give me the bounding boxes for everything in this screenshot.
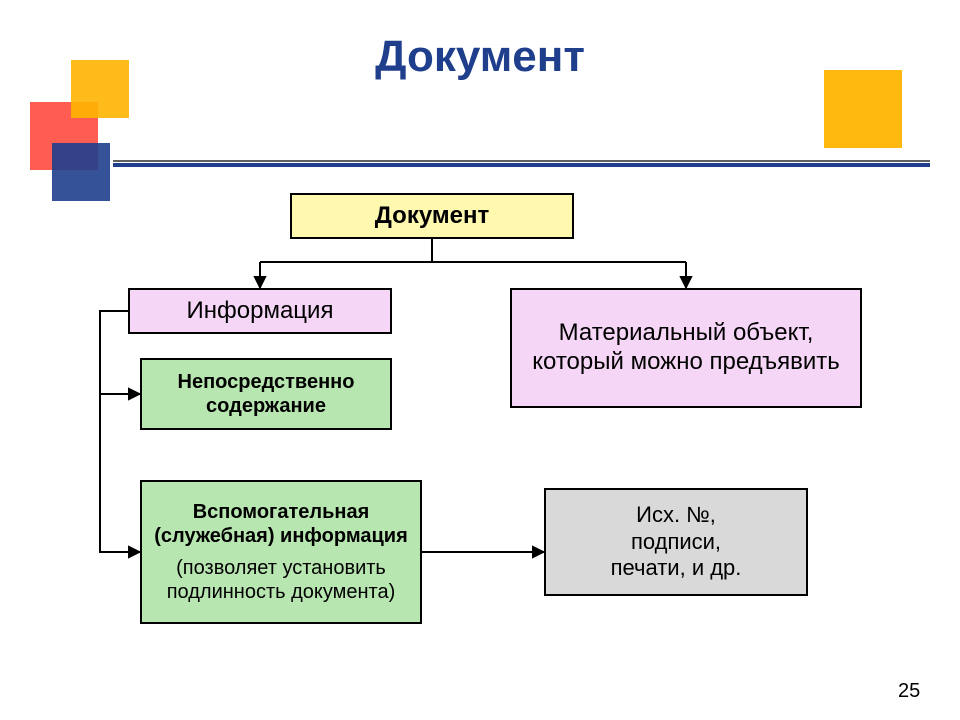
box-outgoing-details: Исx. №, подписи, печати, и др. <box>544 488 808 596</box>
box-material-object-label: Материальный объект, который можно предъ… <box>512 315 860 381</box>
box-material-object: Материальный объект, который можно предъ… <box>510 288 862 408</box>
decor-square-3 <box>52 143 110 201</box>
box-direct-content-label: Непосредственно содержание <box>142 366 390 422</box>
slide-title-text: Документ <box>375 32 585 81</box>
page-number-text: 25 <box>898 680 920 702</box>
box-outgoing-details-label: Исx. №, подписи, печати, и др. <box>603 498 750 585</box>
slide-stage: Документ Документ Информация Материальны… <box>0 0 960 720</box>
decor-square-2 <box>71 60 129 118</box>
box-service-info-top-label: Вспомогательная (служебная) информация <box>142 496 420 552</box>
box-information: Информация <box>128 288 392 334</box>
box-service-info: Вспомогательная (служебная) информация (… <box>140 480 422 624</box>
header-rule-thick <box>113 163 930 167</box>
box-direct-content: Непосредственно содержание <box>140 358 392 430</box>
box-service-info-bottom-label: (позволяет установить подлинность докуме… <box>142 552 420 608</box>
slide-title: Документ <box>310 32 650 88</box>
box-information-label: Информация <box>179 293 342 330</box>
box-document-root-label: Документ <box>367 198 497 235</box>
decor-square-4 <box>824 70 902 148</box>
box-document-root: Документ <box>290 193 574 239</box>
page-number: 25 <box>898 680 920 703</box>
header-rule-thin <box>113 160 930 162</box>
